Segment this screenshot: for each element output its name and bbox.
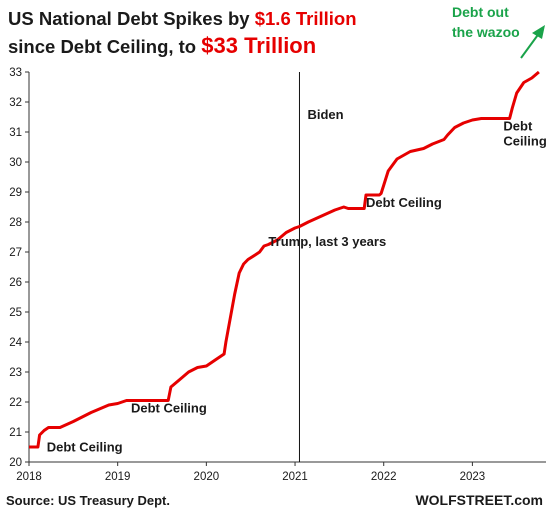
annotation-label: Ceiling (503, 134, 546, 149)
y-tick-label: 24 (9, 337, 22, 349)
x-tick-label: 2020 (194, 471, 220, 483)
y-tick-label: 27 (9, 247, 22, 259)
annotation-label: Debt (503, 119, 533, 134)
biden-label: Biden (307, 107, 343, 122)
x-tick-label: 2021 (282, 471, 308, 483)
annotation-label: Debt Ceiling (47, 440, 123, 455)
source-note: Source: US Treasury Dept. (6, 493, 170, 508)
y-axis-ticks: 20 21 22 23 24 25 26 27 28 29 30 31 32 33 (9, 67, 29, 469)
y-tick-label: 26 (9, 277, 22, 289)
annotation-label: Debt Ceiling (131, 401, 207, 416)
y-tick-label: 21 (9, 427, 22, 439)
callout-arrow-icon (520, 25, 545, 59)
chart-title-line1: US National Debt Spikes by $1.6 Trillion (8, 8, 357, 29)
x-tick-label: 2022 (371, 471, 397, 483)
debt-series-line (29, 70, 540, 449)
chart-title-line2: since Debt Ceiling, to $33 Trillion (8, 33, 316, 58)
y-tick-label: 20 (9, 457, 22, 469)
y-tick-label: 30 (9, 157, 22, 169)
y-tick-label: 31 (9, 127, 22, 139)
callout-text-line1: Debt out (452, 4, 509, 20)
chart-annotations: Debt Ceiling Debt Ceiling Trump, last 3 ye… (47, 119, 547, 455)
y-tick-label: 28 (9, 217, 22, 229)
y-tick-label: 29 (9, 187, 22, 199)
x-axis-ticks: 2018 2019 2020 2021 2022 2023 (16, 462, 485, 483)
x-tick-label: 2023 (460, 471, 486, 483)
x-tick-label: 2018 (16, 471, 42, 483)
y-tick-label: 32 (9, 97, 22, 109)
x-tick-label: 2019 (105, 471, 131, 483)
annotation-label: Trump, last 3 years (268, 234, 386, 249)
y-tick-label: 33 (9, 67, 22, 79)
y-tick-label: 22 (9, 397, 22, 409)
annotation-label: Debt Ceiling (366, 195, 442, 210)
y-tick-label: 23 (9, 367, 22, 379)
brand-watermark: WOLFSTREET.com (415, 492, 543, 508)
y-tick-label: 25 (9, 307, 22, 319)
callout-text-line2: the wazoo (452, 24, 520, 40)
